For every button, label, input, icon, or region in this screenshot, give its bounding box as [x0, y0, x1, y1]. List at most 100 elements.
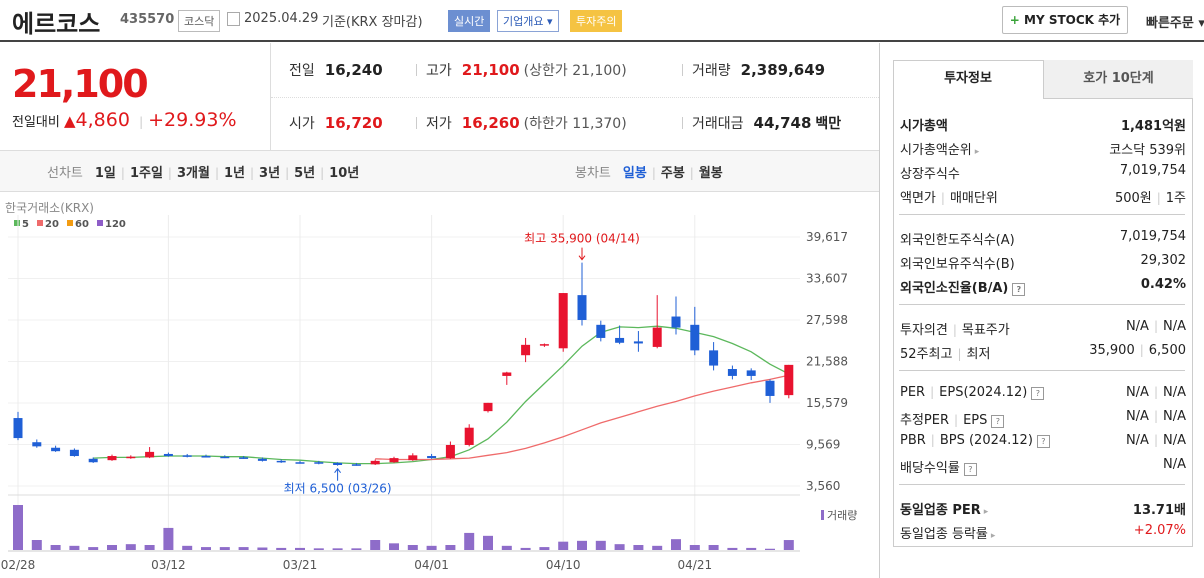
summary-item: 저가 16,260 (하한가 11,370) [426, 113, 627, 133]
candle-body [746, 370, 756, 376]
period-item[interactable]: 주봉 [660, 166, 685, 181]
label-part: 상장주식수 [900, 167, 960, 182]
value-part: 29,302 [1140, 253, 1187, 268]
group-divider [899, 304, 1185, 305]
label-sep: | [957, 347, 962, 361]
company-badge[interactable]: 기업개요 ▾ [497, 10, 559, 32]
candle-body [709, 350, 719, 366]
summary-label: 거래량 [692, 63, 731, 79]
volume-bar [69, 545, 80, 550]
volume-bar [501, 545, 512, 550]
caution-badge: 투자주의 [570, 10, 623, 32]
summary-sep [416, 117, 417, 129]
info-label: 시가총액 [900, 115, 948, 134]
period-item[interactable]: 5년 [294, 166, 316, 181]
candle-body [464, 427, 474, 445]
volume-bar [238, 547, 249, 550]
info-label: 52주최고 | 최저 [900, 343, 990, 362]
volume-bar [539, 547, 550, 550]
link-arrow: ▸ [974, 147, 980, 157]
summary-label: 시가 [289, 116, 315, 132]
value-part: N/A [1163, 319, 1186, 334]
value-sep: | [1156, 191, 1161, 205]
help-icon: ? [1031, 387, 1045, 400]
info-value: N/A | N/A [1126, 433, 1186, 448]
period-item[interactable]: 10년 [329, 166, 360, 181]
label-part: BPS (2024.12) [939, 433, 1033, 448]
candle-body [51, 447, 61, 452]
volume-bar [614, 544, 625, 550]
period-item[interactable]: 일봉 [622, 166, 647, 181]
summary-item: 거래량 2,389,649 [692, 60, 825, 80]
value-sep: | [1139, 343, 1144, 357]
label-part: 외국인보유주식수(B) [900, 257, 1015, 272]
candle-body [445, 444, 455, 459]
up-arrow: ▲ [63, 112, 76, 130]
my-stock-button[interactable]: + MY STOCK 추가 [1002, 6, 1128, 34]
period-item[interactable]: 3개월 [176, 166, 210, 181]
value-part: 7,019,754 [1119, 163, 1186, 178]
chart: 한국거래소(KRX) 5 20 60 120 3,560 9,569 15,579 21,588… [1, 201, 858, 572]
value-sep: | [1153, 385, 1158, 399]
group-divider [899, 370, 1185, 371]
period-item[interactable]: 3년 [259, 166, 281, 181]
label-part: 동일업종 등락률 [900, 527, 988, 542]
stock-name: 에르코스 [12, 10, 101, 38]
panel-tab[interactable]: 투자정보 [944, 71, 992, 86]
value-part: N/A [1163, 385, 1186, 400]
period-item[interactable]: 1일 [94, 166, 116, 181]
y-tick-label: 39,617 [806, 230, 848, 244]
info-label: 외국인한도주식수(A) [900, 229, 1015, 248]
period-item[interactable]: 1주일 [129, 166, 163, 181]
volume-bar [332, 548, 343, 550]
date: 2025.04.29 [244, 11, 319, 26]
info-label: PER | EPS(2024.12)? [900, 385, 1045, 400]
period-sep: | [689, 166, 694, 180]
x-tick-label: 04/10 [546, 558, 581, 572]
label-part: PER [900, 385, 926, 400]
label-part: 외국인한도주식수(A) [900, 233, 1015, 248]
volume-bar [313, 548, 324, 550]
period-bar [0, 150, 879, 192]
volume-bar [727, 547, 738, 550]
info-label: 외국인소진율(B/A)? [900, 277, 1026, 296]
realtime-badge[interactable]: 실시간 [448, 10, 491, 32]
candle-body [32, 442, 42, 447]
label-part: 시가총액 [900, 119, 948, 134]
value-part: +2.07% [1133, 523, 1186, 538]
panel-tab[interactable]: 호가 10단계 [1043, 60, 1193, 99]
legend-swatch [97, 220, 103, 226]
value-sep: | [1153, 433, 1158, 447]
legend-label: 60 [75, 219, 89, 230]
label-part: 시가총액순위 [900, 143, 972, 158]
summary-item: 전일 16,240 [289, 60, 383, 80]
summary-label: 저가 [426, 116, 452, 132]
legend-swatch [37, 220, 43, 226]
moving-average [375, 374, 789, 461]
summary-divider [271, 97, 879, 98]
volume-bar [633, 545, 644, 550]
rate: +29.93% [148, 109, 237, 131]
summary-extra: (하한가 11,370) [523, 116, 627, 132]
volume-bar [182, 545, 193, 550]
quick-order[interactable]: 빠른주문 ▾ [1146, 16, 1204, 31]
info-label: PBR | BPS (2024.12)? [900, 433, 1050, 448]
label-part: 투자의견 [900, 323, 948, 338]
period-item[interactable]: 1년 [223, 166, 245, 181]
volume-bar [31, 540, 42, 550]
volume-bar [426, 545, 437, 550]
stock-code: 435570 [120, 12, 175, 27]
header-rule [0, 40, 1204, 42]
y-tick-label: 33,607 [806, 272, 848, 286]
candle-body [577, 295, 587, 320]
period-sep: | [167, 166, 172, 180]
label-part: 매매단위 [949, 191, 998, 206]
value-sep: | [1153, 319, 1158, 333]
value-part: 0.42% [1140, 277, 1186, 292]
value-part: N/A [1163, 409, 1186, 424]
summary-label: 거래대금 [692, 116, 744, 132]
info-label: 투자의견 | 목표주가 [900, 319, 1010, 338]
label-sep: | [930, 385, 935, 399]
period-item[interactable]: 월봉 [698, 166, 723, 181]
candle-body [276, 460, 286, 463]
